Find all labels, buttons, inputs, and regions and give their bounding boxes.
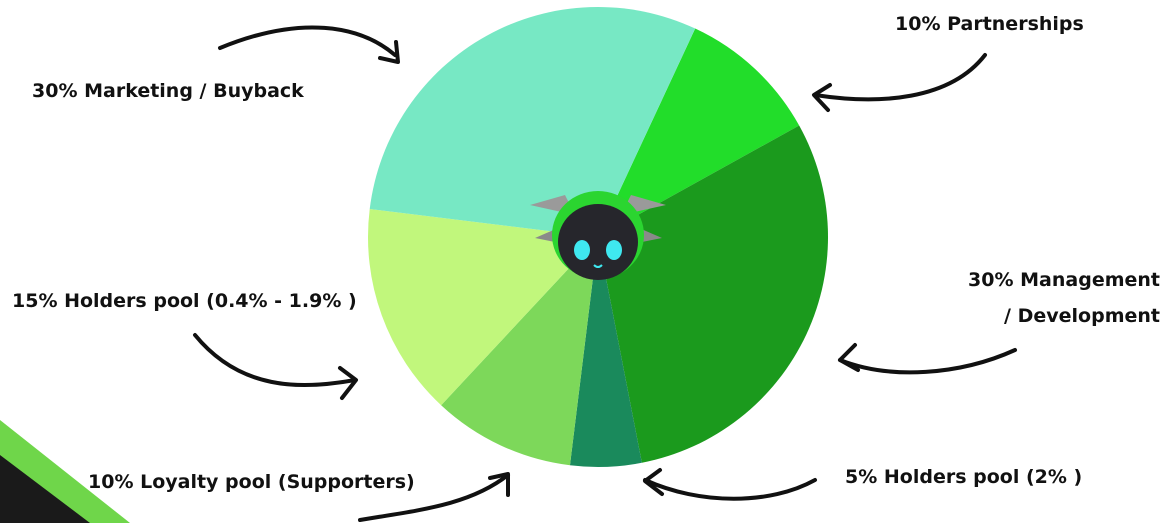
slice-label: 15% Holders pool (0.4% - 1.9% )	[12, 290, 357, 312]
slice-label: 5% Holders pool (2% )	[845, 466, 1082, 488]
slice-label: 10% Partnerships	[895, 13, 1084, 35]
page: {"chart_data": {"type": "pie", "categori…	[0, 0, 1169, 523]
slice-label: 30% Marketing / Buyback	[32, 80, 304, 102]
slice-label: 10% Loyalty pool (Supporters)	[88, 471, 415, 493]
slice-label: 30% Management / Development	[968, 262, 1160, 334]
